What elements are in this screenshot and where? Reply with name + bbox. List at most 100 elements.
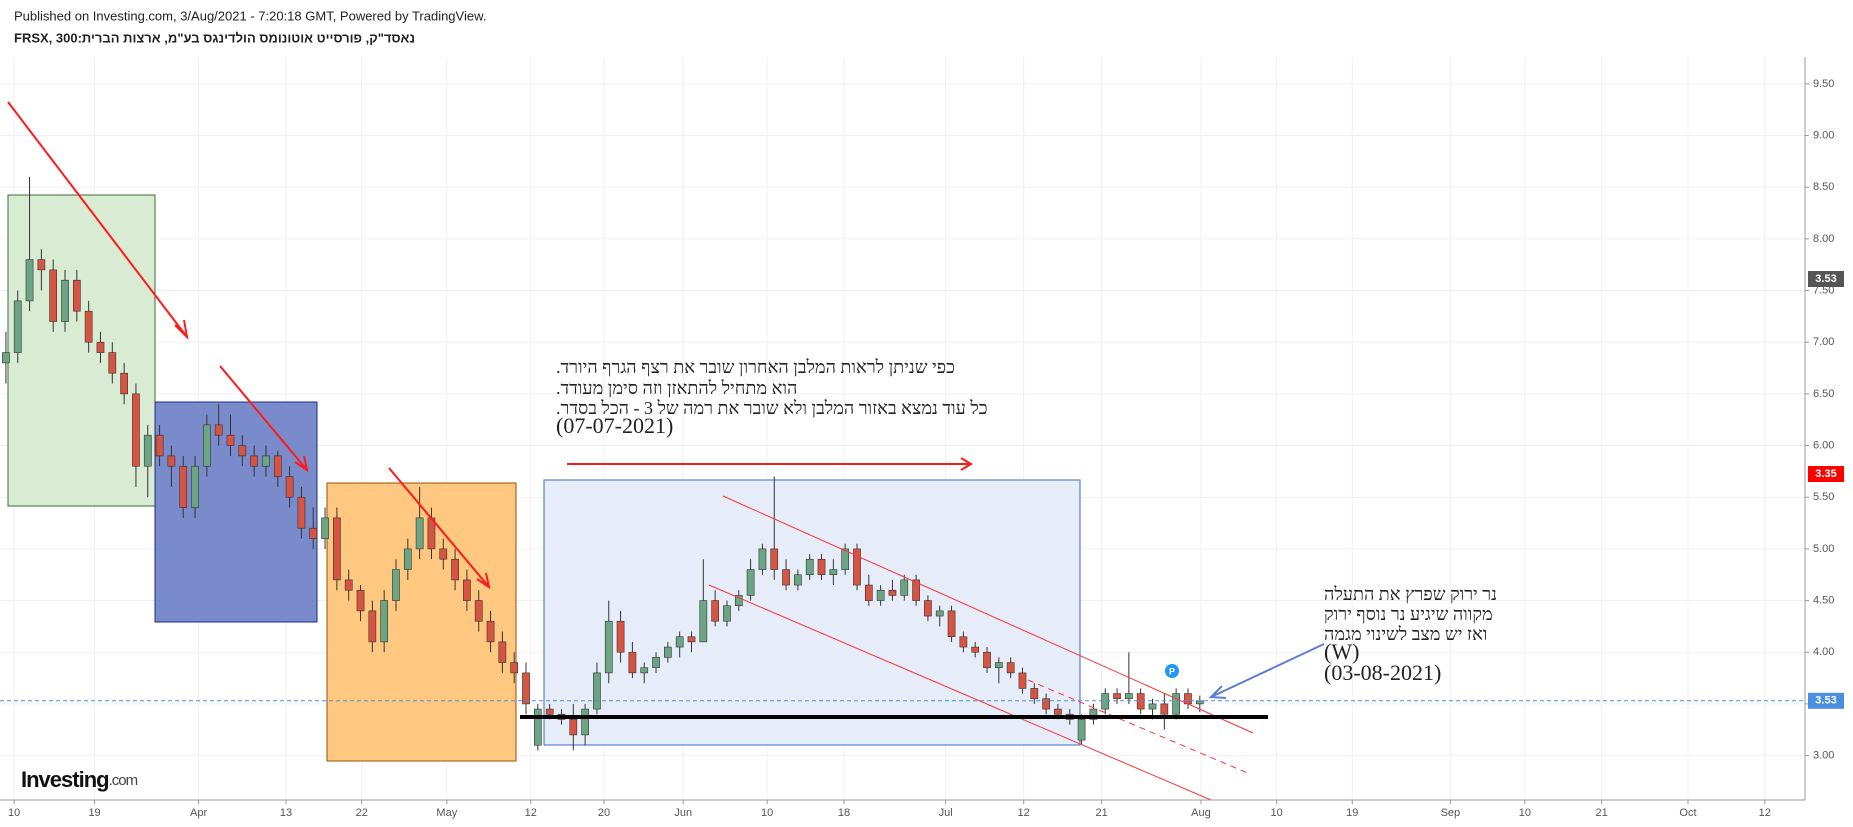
channel-mid <box>1027 679 1251 775</box>
candle-body <box>994 662 1003 669</box>
x-tick-label: 12 <box>1018 807 1030 819</box>
candle-body <box>451 558 459 581</box>
candle-body <box>935 610 944 617</box>
x-tick-label: 21 <box>1096 807 1108 819</box>
candle-body <box>510 662 519 674</box>
pointer-arrow <box>1208 643 1325 699</box>
y-tick-label: 6.00 <box>1813 439 1834 451</box>
candle-body <box>214 424 223 436</box>
candle-body <box>616 620 625 653</box>
channel <box>708 495 1254 801</box>
candle-body <box>794 574 802 586</box>
candle-body <box>1042 698 1050 710</box>
candle-body <box>983 651 991 669</box>
candle-body <box>652 657 660 669</box>
candle-body <box>581 708 589 736</box>
logo: Investing.com <box>21 767 138 792</box>
candle-body <box>723 605 731 622</box>
candle-body <box>1148 703 1157 710</box>
note-line: מקווה שיגיע נר נוסף ירוק <box>1324 604 1493 624</box>
candle-body <box>545 708 554 715</box>
candle-body <box>297 496 306 529</box>
candle-body <box>604 620 613 674</box>
candle-body <box>876 589 885 601</box>
candle-body <box>262 455 270 467</box>
candle-body <box>675 636 684 648</box>
candle-body <box>120 372 128 395</box>
x-tick-label: 21 <box>1596 807 1608 819</box>
light-box <box>543 479 1081 746</box>
y-tick-label: 3.00 <box>1813 749 1834 761</box>
candle-body <box>711 600 719 622</box>
arrow <box>388 467 491 590</box>
y-tick-label: 8.50 <box>1813 181 1834 193</box>
axis-labels: 3.003.504.004.505.005.506.006.507.007.50… <box>8 78 1844 819</box>
note-line: הוא מתחיל להתאזן וזה סימן מעודד. <box>556 378 797 398</box>
symbol: נאסד"ק, פורסייט אוטונומס הולדינגס בע"מ, … <box>14 30 415 45</box>
x-tick-label: Apr <box>190 807 207 819</box>
x-tick-label: Aug <box>1191 807 1211 819</box>
candle-body <box>1160 703 1169 715</box>
candle-body <box>155 434 164 457</box>
x-tick-label: Oct <box>1679 807 1696 819</box>
y-tick-label: 7.50 <box>1813 284 1834 296</box>
x-tick-label: 20 <box>598 807 610 819</box>
marker <box>1165 664 1179 678</box>
candle-body <box>273 455 282 477</box>
candle-body <box>1125 693 1133 700</box>
candle-body <box>238 445 247 457</box>
candle-body <box>782 569 790 586</box>
candle-body <box>947 610 956 638</box>
x-tick-label: May <box>436 807 457 819</box>
candle-body <box>959 636 968 648</box>
candle-body <box>1089 708 1098 720</box>
candle-body <box>1018 672 1027 689</box>
candle-body <box>167 455 176 467</box>
candle-body <box>522 672 530 705</box>
x-tick-label: 10 <box>761 807 773 819</box>
y-tick-label: 5.00 <box>1813 543 1834 555</box>
candle-body <box>392 569 400 601</box>
candle-body <box>415 517 424 550</box>
candle-body <box>143 434 152 467</box>
arrow <box>567 457 973 471</box>
note-pattern: (W) <box>1324 639 1359 664</box>
candle-body <box>72 279 81 312</box>
badge <box>1808 466 1844 482</box>
candle-body <box>403 548 412 570</box>
candle-body <box>321 517 329 539</box>
logo-suffix: .com <box>109 772 138 789</box>
candle-body <box>770 548 779 570</box>
candle-body <box>132 393 140 467</box>
x-tick-label: 22 <box>356 807 368 819</box>
badge <box>1808 271 1844 287</box>
candle-body <box>1054 708 1062 715</box>
candle-body <box>971 646 980 653</box>
channel-line <box>708 584 1212 801</box>
candle-body <box>333 517 341 581</box>
candle-body <box>486 620 495 643</box>
arrows <box>7 101 973 590</box>
blue-box <box>154 401 318 623</box>
candle-body <box>96 341 105 353</box>
candle-body <box>924 600 932 617</box>
candle-body <box>1077 719 1086 741</box>
candle-body <box>1006 662 1015 674</box>
published: Published on Investing.com, 3/Aug/2021 -… <box>14 8 486 23</box>
annotations: כפי שניתן לראות המלבן האחרון שובר את רצף… <box>556 357 1497 644</box>
candle-body <box>912 579 920 601</box>
candle-body <box>829 569 838 576</box>
candle-body <box>841 548 850 570</box>
candle-body <box>368 610 377 643</box>
y-tick-label: 9.50 <box>1813 78 1834 90</box>
x-tick-label: 12 <box>525 807 537 819</box>
candle-body <box>61 279 69 322</box>
candle-body <box>1136 693 1145 710</box>
candle-body <box>250 455 258 467</box>
x-tick-label: Jun <box>674 807 692 819</box>
y-tick-label: 4.50 <box>1813 594 1834 606</box>
candle-body <box>888 589 897 596</box>
x-tick-label: 19 <box>88 807 100 819</box>
last-price-label: 3.53 <box>1815 695 1836 707</box>
